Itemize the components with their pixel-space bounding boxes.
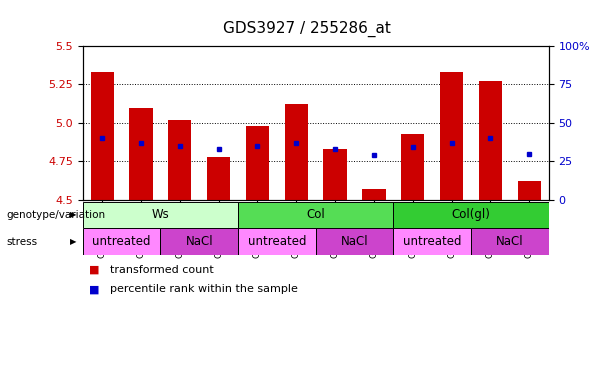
Text: genotype/variation: genotype/variation bbox=[6, 210, 105, 220]
Bar bbox=[207, 157, 230, 200]
Text: ■: ■ bbox=[89, 265, 99, 275]
Text: transformed count: transformed count bbox=[110, 265, 214, 275]
Bar bbox=[284, 104, 308, 200]
Text: NaCl: NaCl bbox=[185, 235, 213, 248]
Bar bbox=[517, 181, 541, 200]
Bar bbox=[246, 126, 269, 200]
Text: stress: stress bbox=[6, 237, 37, 247]
Text: Ws: Ws bbox=[151, 208, 169, 221]
Bar bbox=[161, 228, 238, 255]
Text: untreated: untreated bbox=[248, 235, 306, 248]
Bar bbox=[83, 202, 238, 228]
Text: percentile rank within the sample: percentile rank within the sample bbox=[110, 284, 298, 294]
Bar bbox=[394, 202, 549, 228]
Bar bbox=[91, 72, 114, 200]
Text: GDS3927 / 255286_at: GDS3927 / 255286_at bbox=[223, 21, 390, 37]
Bar bbox=[129, 108, 153, 200]
Text: ■: ■ bbox=[89, 284, 99, 294]
Bar bbox=[324, 149, 347, 200]
Bar bbox=[479, 81, 502, 200]
Text: ▶: ▶ bbox=[70, 237, 77, 246]
Bar bbox=[238, 202, 394, 228]
Text: Col: Col bbox=[306, 208, 325, 221]
Bar bbox=[362, 189, 386, 200]
Bar bbox=[238, 228, 316, 255]
Text: untreated: untreated bbox=[403, 235, 462, 248]
Bar bbox=[471, 228, 549, 255]
Text: NaCl: NaCl bbox=[341, 235, 368, 248]
Text: Col(gl): Col(gl) bbox=[452, 208, 490, 221]
Text: untreated: untreated bbox=[93, 235, 151, 248]
Bar bbox=[440, 72, 463, 200]
Bar bbox=[316, 228, 394, 255]
Bar bbox=[83, 228, 161, 255]
Text: ▶: ▶ bbox=[70, 210, 77, 219]
Bar bbox=[401, 134, 424, 200]
Bar bbox=[394, 228, 471, 255]
Text: NaCl: NaCl bbox=[496, 235, 524, 248]
Bar bbox=[168, 120, 191, 200]
